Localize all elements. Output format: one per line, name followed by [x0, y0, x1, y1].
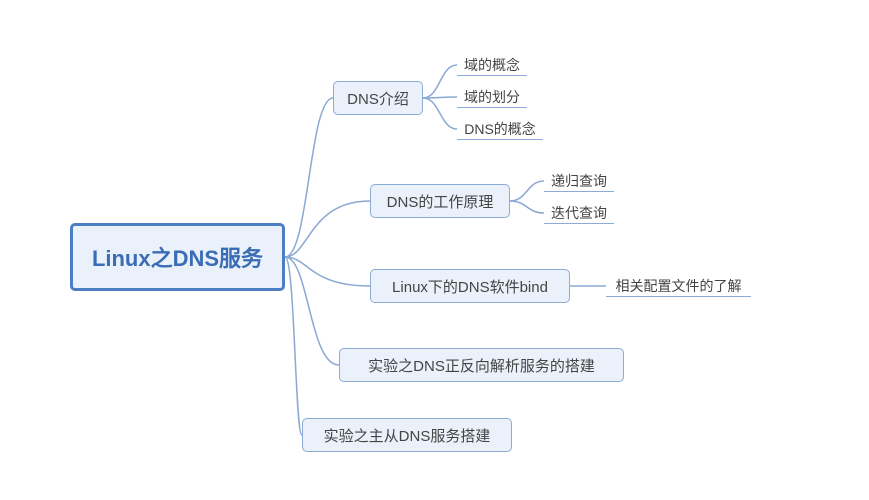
branch-node[interactable]: DNS介绍 [333, 81, 423, 115]
branch-node[interactable]: 实验之DNS正反向解析服务的搭建 [339, 348, 624, 382]
connector [285, 201, 370, 257]
leaf-node[interactable]: 域的概念 [457, 54, 527, 76]
branch-label: DNS介绍 [347, 88, 409, 109]
branch-node[interactable]: DNS的工作原理 [370, 184, 510, 218]
connector [423, 97, 457, 98]
connector [285, 257, 339, 365]
leaf-label: 域的划分 [464, 87, 520, 107]
branch-label: Linux下的DNS软件bind [392, 276, 548, 297]
connector [285, 257, 302, 435]
root-label: Linux之DNS服务 [92, 241, 263, 273]
leaf-label: DNS的概念 [464, 119, 536, 139]
leaf-node[interactable]: 迭代查询 [544, 202, 614, 224]
connector [423, 65, 457, 98]
branch-label: 实验之主从DNS服务搭建 [324, 425, 491, 446]
connector [285, 257, 370, 286]
leaf-label: 域的概念 [464, 55, 520, 75]
connector [510, 201, 544, 213]
leaf-label: 递归查询 [551, 171, 607, 191]
branch-label: 实验之DNS正反向解析服务的搭建 [368, 355, 595, 376]
connector [510, 181, 544, 201]
branch-label: DNS的工作原理 [387, 191, 494, 212]
connector [285, 98, 333, 257]
leaf-label: 迭代查询 [551, 203, 607, 223]
leaf-label: 相关配置文件的了解 [616, 276, 742, 296]
branch-node[interactable]: 实验之主从DNS服务搭建 [302, 418, 512, 452]
leaf-node[interactable]: 域的划分 [457, 86, 527, 108]
branch-node[interactable]: Linux下的DNS软件bind [370, 269, 570, 303]
leaf-node[interactable]: DNS的概念 [457, 118, 543, 140]
connector [423, 98, 457, 129]
leaf-node[interactable]: 相关配置文件的了解 [606, 275, 751, 297]
root-node[interactable]: Linux之DNS服务 [70, 223, 285, 291]
leaf-node[interactable]: 递归查询 [544, 170, 614, 192]
